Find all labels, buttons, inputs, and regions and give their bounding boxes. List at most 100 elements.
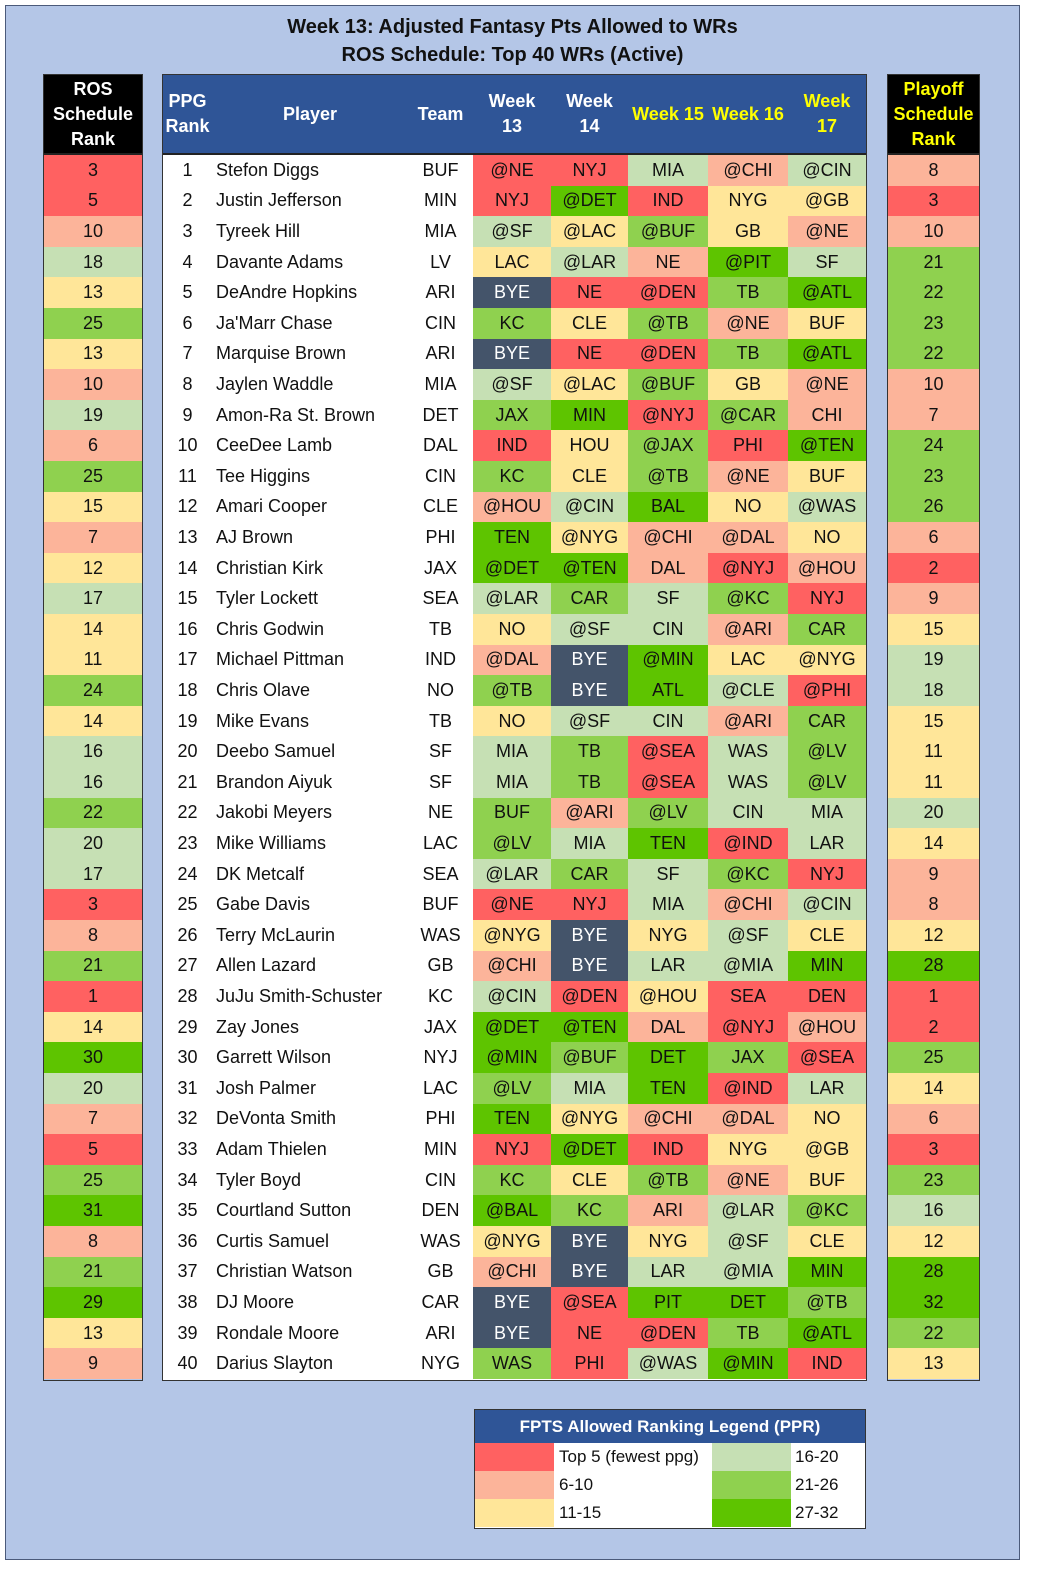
opponent-cell-week-14: @LAC <box>551 369 628 400</box>
player-name-cell: Michael Pittman <box>216 649 345 670</box>
team-cell: CLE <box>422 496 458 517</box>
opponent-cell-week-17: NYJ <box>788 858 866 890</box>
opponent-cell-week-16: @CHI <box>708 155 788 186</box>
ros-rank-cell: 8 <box>44 1226 142 1257</box>
opponent-cell-week-17: MIA <box>788 797 866 829</box>
opponent-cell-week-14: @BUF <box>551 1042 628 1073</box>
ros-rank-cell: 15 <box>44 491 142 523</box>
opponent-cell-week-17: CLE <box>788 920 866 951</box>
team-cell: BUF <box>422 159 459 180</box>
player-name-cell: Davante Adams <box>216 251 344 272</box>
opponent-cell-week-17: @ATL <box>788 1317 866 1349</box>
opponent-cell-week-17: @LV <box>788 736 866 767</box>
opponent-cell-week-15: IND <box>628 185 708 217</box>
opponent-cell-week-14: KC <box>551 1195 628 1226</box>
ros-rank-cell: 18 <box>44 246 142 278</box>
opponent-cell-week-16: @DAL <box>708 1103 788 1135</box>
opponent-cell-week-15: TEN <box>628 1073 708 1104</box>
playoff-rank-cell: 18 <box>888 675 979 706</box>
opponent-cell-week-13: @CHI <box>473 1256 551 1288</box>
ppg-rank-cell: 1 <box>182 159 193 180</box>
team-cell: JAX <box>423 1016 457 1037</box>
opponent-cell-week-14: @TEN <box>551 552 628 584</box>
main-schedule-table: PPG Rank Player Team Week 13 Week 14 Week 15 W… <box>162 74 867 1381</box>
opponent-cell-week-13: @LAR <box>473 858 551 890</box>
player-name-cell: DeVonta Smith <box>216 1108 337 1129</box>
opponent-cell-week-14: BYE <box>551 1226 628 1257</box>
opponent-cell-week-13: KC <box>473 308 551 339</box>
team-cell: GB <box>427 1261 454 1282</box>
team-cell: MIA <box>424 373 457 394</box>
ros-rank-cell: 3 <box>44 155 142 186</box>
playoff-rank-cell: 19 <box>888 644 979 676</box>
opponent-cell-week-15: TEN <box>628 828 708 859</box>
playoff-rank-cell: 28 <box>888 950 979 982</box>
playoff-rank-header: Playoff Schedule Rank <box>888 75 979 155</box>
opponent-cell-week-15: IND <box>628 1134 708 1165</box>
player-name-cell: Gabe Davis <box>216 894 311 915</box>
opponent-cell-week-14: BYE <box>551 675 628 706</box>
opponent-cell-week-16: @LAR <box>708 1195 788 1226</box>
opponent-cell-week-17: @GB <box>788 185 866 217</box>
legend-label: 16-20 <box>795 1447 839 1466</box>
team-cell: ARI <box>425 1322 456 1343</box>
opponent-cell-week-17: CLE <box>788 1226 866 1257</box>
team-cell: TB <box>428 710 452 731</box>
ppg-rank-cell: 18 <box>177 679 198 700</box>
legend-swatch <box>475 1443 554 1471</box>
opponent-cell-week-14: CLE <box>551 308 628 339</box>
ros-rank-cell: 11 <box>44 644 142 676</box>
opponent-cell-week-14: PHI <box>551 1348 628 1379</box>
opponent-cell-week-17: BUF <box>788 461 866 492</box>
opponent-cell-week-13: @NYG <box>473 1226 551 1257</box>
team-cell: ARI <box>425 343 456 364</box>
team-cell: DAL <box>422 435 458 456</box>
opponent-cell-week-16: @MIA <box>708 1256 788 1288</box>
opponent-cell-week-17: MIN <box>788 950 866 982</box>
legend-title: FPTS Allowed Ranking Legend (PPR) <box>475 1410 865 1443</box>
opponent-cell-week-16: @ARI <box>708 614 788 645</box>
player-header: Player <box>282 103 338 124</box>
ros-rank-cell: 31 <box>44 1195 142 1226</box>
opponent-cell-week-17: CAR <box>788 614 866 645</box>
ros-rank-cell: 20 <box>44 828 142 859</box>
ros-rank-cell: 22 <box>44 797 142 829</box>
playoff-rank-cell: 22 <box>888 1317 979 1349</box>
opponent-cell-week-15: DAL <box>628 1011 708 1043</box>
opponent-cell-week-15: @DEN <box>628 1317 708 1349</box>
team-cell: MIN <box>424 1138 457 1159</box>
week-13-header: Week 13 <box>488 91 536 136</box>
legend-swatch <box>712 1443 791 1471</box>
ppg-rank-cell: 24 <box>177 863 198 884</box>
opponent-cell-week-17: @KC <box>788 1195 866 1226</box>
opponent-cell-week-14: BYE <box>551 950 628 982</box>
ros-rank-cell: 14 <box>44 1011 142 1043</box>
player-name-cell: DK Metcalf <box>216 863 305 884</box>
opponent-cell-week-16: @ARI <box>708 705 788 737</box>
ros-rank-cell: 9 <box>44 1348 142 1379</box>
chart-title: Week 13: Adjusted Fantasy Pts Allowed to… <box>287 16 738 38</box>
ppg-rank-cell: 4 <box>182 251 193 272</box>
opponent-cell-week-15: @MIN <box>628 644 708 676</box>
playoff-rank-cell: 25 <box>888 1042 979 1073</box>
ppg-rank-cell: 13 <box>177 526 198 547</box>
ros-rank-header-label: ROS Schedule Rank <box>52 78 134 149</box>
playoff-rank-cell: 1 <box>888 981 979 1012</box>
team-cell: SF <box>428 771 452 792</box>
opponent-cell-week-16: @NYJ <box>708 1011 788 1043</box>
opponent-cell-week-13: @NE <box>473 155 551 186</box>
playoff-rank-cell: 28 <box>888 1256 979 1288</box>
opponent-cell-week-13: @NYG <box>473 920 551 951</box>
playoff-rank-cell: 23 <box>888 461 979 492</box>
opponent-cell-week-16: WAS <box>708 767 788 798</box>
opponent-cell-week-15: @BUF <box>628 216 708 247</box>
opponent-cell-week-17: @NE <box>788 216 866 247</box>
opponent-cell-week-13: @DET <box>473 552 551 584</box>
ppg-rank-cell: 39 <box>177 1322 198 1343</box>
ros-rank-cell: 7 <box>44 522 142 553</box>
opponent-cell-week-15: @LV <box>628 797 708 829</box>
ppg-rank-cell: 38 <box>177 1291 198 1312</box>
opponent-cell-week-17: @PHI <box>788 675 866 706</box>
opponent-cell-week-17: NO <box>788 1103 866 1135</box>
playoff-rank-cell: 2 <box>888 552 979 584</box>
